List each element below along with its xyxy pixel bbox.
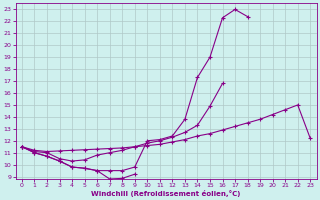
X-axis label: Windchill (Refroidissement éolien,°C): Windchill (Refroidissement éolien,°C) xyxy=(92,190,241,197)
